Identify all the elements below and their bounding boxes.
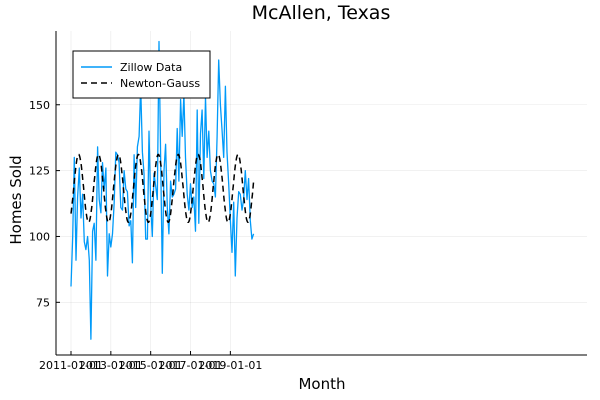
x-axis-label: Month xyxy=(298,375,345,393)
axes-layer xyxy=(55,31,587,356)
x-tick-label: 2017-01-01 xyxy=(159,359,223,372)
y-tick-label: 150 xyxy=(29,99,50,112)
legend: Zillow Data Newton-Gauss xyxy=(72,50,211,99)
chart-title: McAllen, Texas xyxy=(252,2,391,24)
y-tick-label: 100 xyxy=(29,230,50,243)
series-line-newton-gauss xyxy=(70,153,255,224)
x-tick-label: 2019-01-01 xyxy=(198,359,262,372)
ticks-layer: 2011-01-012013-01-012015-01-012017-01-01… xyxy=(29,99,262,372)
legend-label-newton-gauss: Newton-Gauss xyxy=(120,77,200,90)
series-line-zillow-data xyxy=(70,40,255,340)
x-tick-label: 2011-01-01 xyxy=(39,359,103,372)
legend-box xyxy=(72,50,211,99)
x-tick-label: 2013-01-01 xyxy=(79,359,143,372)
series-layer xyxy=(70,40,255,340)
y-tick-label: 75 xyxy=(36,296,50,309)
y-axis-label: Homes Sold xyxy=(7,155,25,244)
y-tick-label: 125 xyxy=(29,165,50,178)
legend-label-zillow-data: Zillow Data xyxy=(120,61,182,74)
x-tick-label: 2015-01-01 xyxy=(119,359,183,372)
